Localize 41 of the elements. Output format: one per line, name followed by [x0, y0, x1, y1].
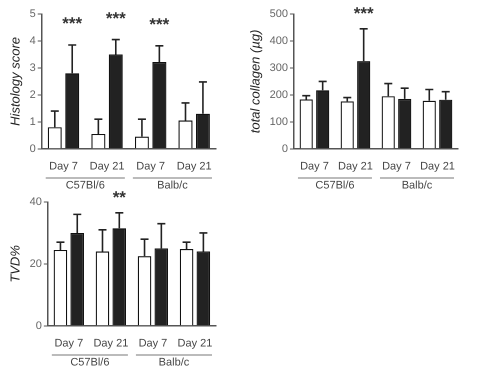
y-tick-label: 3: [30, 62, 36, 74]
text: C57Bl/6: [315, 180, 355, 192]
annotation: ***: [62, 14, 83, 34]
x-tick-label: Day 21: [93, 337, 128, 350]
y-tick-label: 100: [270, 116, 288, 128]
y-tick-label: 300: [270, 62, 288, 74]
y-tick-label: 40: [30, 196, 42, 208]
text: Balb/c: [402, 180, 433, 192]
annotation: ***: [354, 4, 374, 24]
y-axis-title: Histology score: [7, 36, 22, 126]
x-tick-label: Day 21: [178, 337, 212, 350]
y-tick-label: 2: [30, 88, 36, 101]
text: Balb/c: [157, 180, 188, 192]
annotation: **: [112, 188, 126, 208]
x-tick-label: Day 7: [136, 160, 166, 172]
y-tick-label: 500: [270, 8, 288, 20]
y-tick-label: 20: [30, 258, 42, 270]
text: C57Bl/6: [70, 356, 110, 369]
x-tick-label: Day 7: [138, 337, 168, 350]
x-tick-label: Day 21: [420, 160, 455, 172]
y-tick-label: 200: [270, 88, 288, 101]
x-tick-label: Day 7: [300, 160, 329, 172]
text: C57Bl/6: [66, 180, 105, 192]
y-tick-label: 400: [270, 34, 288, 47]
annotation: ***: [149, 15, 170, 34]
y-tick-label: 4: [30, 34, 36, 47]
y-axis-title: TVD%: [7, 245, 22, 283]
y-tick-label: 1: [30, 116, 36, 128]
x-tick-label: Day 21: [90, 160, 125, 172]
x-tick-label: Day 21: [176, 160, 212, 172]
y-axis-title: total collagen (µg): [247, 30, 262, 134]
y-tick-label: 5: [30, 8, 36, 20]
y-tick-label: 0: [30, 142, 36, 155]
y-tick-label: 0: [36, 320, 42, 332]
x-tick-label: Day 7: [49, 160, 78, 172]
x-tick-label: Day 7: [54, 337, 84, 350]
text: Balb/c: [158, 356, 190, 369]
y-tick-label: 0: [282, 142, 288, 155]
x-tick-label: Day 21: [338, 160, 373, 172]
x-tick-label: Day 7: [382, 160, 411, 172]
annotation: ***: [106, 8, 126, 28]
